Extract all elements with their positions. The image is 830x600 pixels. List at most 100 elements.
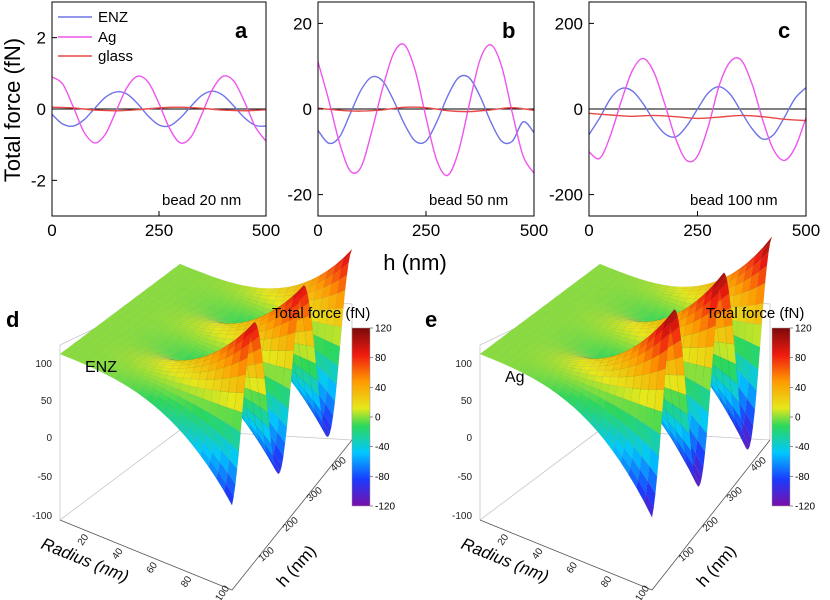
- series-line-enz: [588, 85, 807, 140]
- surface-patch: [700, 386, 711, 414]
- colorbar-tick-label: -40: [375, 442, 390, 453]
- surface-patch: [644, 492, 654, 518]
- h-axis-label: h (nm): [693, 541, 740, 590]
- panel-label: a: [235, 18, 248, 43]
- surface-patch: [724, 324, 735, 345]
- series-group: [588, 57, 807, 163]
- y-tick-label: 0: [574, 100, 583, 119]
- y-tick-label: 0: [37, 100, 46, 119]
- surface-patch: [731, 393, 742, 420]
- x-axis-label: h (nm): [383, 250, 447, 275]
- z-ticks: 100 50 0 -50 -100: [32, 359, 52, 522]
- colorbar-tick-label: 0: [375, 413, 381, 424]
- x-tick-label: 0: [313, 221, 322, 240]
- surface-patch: [340, 253, 351, 270]
- h-tick-label: 200: [701, 515, 721, 534]
- series-line-enz: [51, 90, 267, 128]
- radius-tick-label: 60: [565, 560, 581, 576]
- radius-tick-label: 60: [145, 560, 161, 576]
- colorbar: [771, 327, 791, 507]
- surface-patch: [645, 480, 656, 509]
- surface-patch: [258, 392, 269, 413]
- z-tick-label: 50: [461, 396, 473, 407]
- x-tick-label: 250: [145, 221, 173, 240]
- x-tick-label: 0: [47, 221, 56, 240]
- surface-patch: [652, 409, 663, 435]
- surface-patch: [734, 419, 745, 443]
- surface-patch: [236, 374, 246, 394]
- x-tick-label: 250: [412, 221, 440, 240]
- panel-label: c: [778, 18, 790, 43]
- radius-tick-label: 80: [179, 574, 195, 590]
- material-label: Ag: [505, 369, 525, 386]
- series-group: [51, 75, 267, 144]
- surface-patch: [710, 280, 721, 301]
- surface-patch: [693, 452, 704, 479]
- z-tick-label: -50: [38, 472, 53, 483]
- radius-tick-label: 100: [633, 583, 652, 600]
- h-tick-label: 400: [329, 455, 349, 474]
- panel-label: b: [502, 18, 515, 43]
- bead-annotation: bead 20 nm: [162, 192, 241, 209]
- surface-patch: [726, 343, 737, 365]
- panel-label: e: [425, 307, 437, 332]
- surface-patch: [242, 325, 253, 341]
- surface-patch: [254, 362, 265, 379]
- surface-patch: [657, 349, 668, 372]
- colorbar-tick-label: 40: [375, 383, 387, 394]
- ticks-group: 0 250 500 -2 0 2: [31, 29, 280, 240]
- surface-patch: [308, 359, 318, 382]
- surface-patch: [673, 339, 684, 360]
- surface-patch: [721, 292, 732, 313]
- z-tick-label: -50: [458, 472, 473, 483]
- series-line-ag: [51, 75, 267, 144]
- y-tick-label: 200: [555, 14, 583, 33]
- surface-patch: [654, 389, 665, 413]
- x-tick-label: 250: [683, 221, 711, 240]
- x-tick-label: 500: [520, 221, 548, 240]
- surface-patch: [683, 440, 694, 467]
- surface-patch: [234, 392, 245, 413]
- surface: [59, 249, 353, 506]
- surface-patch: [678, 391, 689, 416]
- x-tick-label: 0: [584, 221, 593, 240]
- h-tick-label: 200: [281, 515, 301, 534]
- surface-patch: [707, 307, 718, 330]
- surface-patch: [239, 343, 250, 362]
- surface-patch: [697, 423, 708, 453]
- h-tick-label: 100: [677, 545, 697, 564]
- y-tick-label: -200: [549, 186, 583, 205]
- series-line-enz: [317, 74, 535, 145]
- colorbar-tick-label: -120: [795, 502, 815, 513]
- radius-tick-label: 100: [213, 583, 232, 600]
- surface-patch: [265, 445, 276, 467]
- colorbar-ticks: 120 80 40 0 -40 -80 -120: [370, 324, 395, 513]
- radius-tick-label: 80: [599, 574, 615, 590]
- legend-label-ag: Ag: [98, 29, 116, 46]
- colorbar-tick-label: -120: [375, 502, 395, 513]
- colorbar: [351, 327, 371, 507]
- series-line-glass: [588, 112, 807, 122]
- surface-patch: [237, 357, 248, 377]
- colorbar-title: Total force (fN): [706, 305, 804, 322]
- surface-patch: [260, 407, 270, 430]
- surface-patch: [752, 323, 762, 348]
- y-tick-label: 20: [293, 14, 312, 33]
- panel-label: d: [6, 307, 19, 332]
- surface-patch: [745, 398, 756, 427]
- radius-tick-label: 40: [530, 546, 546, 562]
- surface-patch: [311, 388, 322, 412]
- surface-patch: [748, 363, 759, 392]
- z-tick-label: 100: [455, 359, 472, 370]
- radius-tick-label: 20: [76, 532, 92, 548]
- colorbar-tick-label: 120: [375, 324, 392, 335]
- surface-patch: [332, 325, 342, 348]
- surface-patch: [302, 314, 313, 332]
- legend-label-enz: ENZ: [98, 9, 128, 26]
- series-line-ag: [317, 43, 535, 177]
- z-tick-label: 0: [46, 433, 52, 444]
